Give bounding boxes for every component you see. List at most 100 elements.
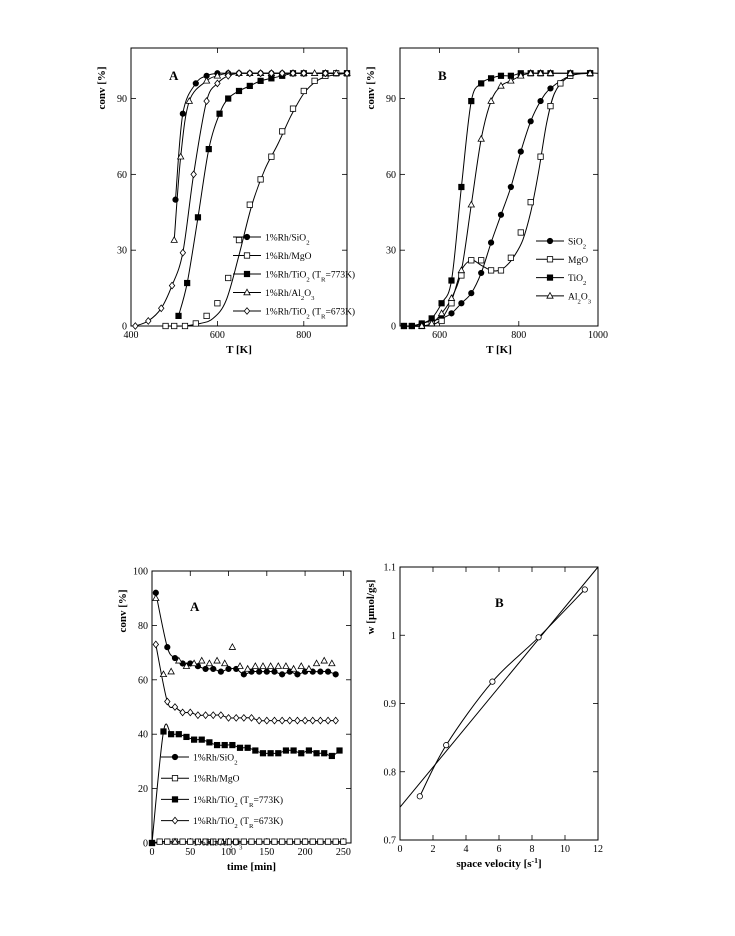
- chart-4: 0 2 4 6 8 10 12 0.7 0.8 0.9 1 1.1 space velocity [s-…: [365, 563, 603, 871]
- data-point: [256, 668, 263, 675]
- data-point: [279, 128, 286, 135]
- data-point: [458, 272, 465, 279]
- data-point: [478, 80, 485, 87]
- x-axis-label: T [K]: [226, 344, 252, 356]
- data-point: [408, 322, 415, 330]
- data-point: [192, 320, 199, 327]
- legend-marker: [546, 291, 554, 299]
- data-point: [507, 76, 515, 84]
- data-point: [152, 594, 160, 601]
- legend-entry: 1%Rh/TiO2 (TR=673K): [193, 816, 283, 830]
- data-point: [194, 711, 202, 720]
- data-point: [171, 703, 179, 711]
- legend: 1%Rh/SiO2 1%Rh/MgO 1%Rh/TiO2 (TR=773K) 1%Rh…: [161, 754, 283, 851]
- data-point: [468, 257, 475, 264]
- y-axis-label: conv [%]: [117, 589, 129, 632]
- panel-label: B: [438, 68, 447, 83]
- data-point: [224, 71, 232, 80]
- y-tick-label: 0: [391, 322, 396, 333]
- data-point: [297, 662, 306, 669]
- data-point: [487, 75, 495, 82]
- data-point: [332, 716, 339, 725]
- legend-marker: [171, 753, 179, 761]
- legend-entry: TiO2: [568, 274, 586, 287]
- series-curve-3: [403, 72, 591, 327]
- data-point: [190, 170, 197, 179]
- y-tick-label: 90: [117, 94, 127, 105]
- x-tick-label: 400: [124, 330, 139, 341]
- data-point: [252, 747, 259, 754]
- data-point: [286, 716, 293, 725]
- data-point: [192, 80, 199, 87]
- y-axis-label: conv [%]: [96, 66, 108, 109]
- legend-entry: 1%Rh/Al2O3: [265, 289, 315, 302]
- data-point: [179, 248, 187, 257]
- data-point: [175, 731, 182, 738]
- x-tick-label: 250: [336, 847, 351, 858]
- data-point: [194, 838, 202, 845]
- data-point: [214, 300, 221, 307]
- y-axis-label: conv [%]: [365, 66, 377, 109]
- data-point: [336, 747, 343, 754]
- data-point: [487, 96, 495, 104]
- data-point: [489, 678, 496, 685]
- data-point: [236, 744, 244, 751]
- data-point: [271, 668, 278, 675]
- legend-entry: 1%Rh/MgO: [193, 775, 240, 785]
- series-curve-1: [403, 72, 591, 327]
- data-point: [220, 659, 229, 667]
- y-tick-label: 80: [138, 621, 148, 632]
- data-point: [448, 310, 455, 317]
- series-curve-1: [419, 589, 586, 797]
- data-point: [581, 586, 588, 593]
- legend-marker: [171, 837, 179, 845]
- data-point: [547, 85, 554, 92]
- data-point: [279, 838, 286, 845]
- y-tick-label: 60: [138, 675, 148, 686]
- data-point: [198, 736, 205, 743]
- fit-line: [399, 566, 599, 808]
- x-tick-label: 800: [296, 330, 311, 341]
- data-point: [478, 257, 485, 264]
- data-point: [171, 654, 179, 662]
- data-point: [311, 77, 318, 84]
- data-point: [156, 838, 163, 845]
- data-point: [566, 69, 575, 76]
- data-point: [152, 640, 160, 649]
- legend-marker: [243, 233, 251, 241]
- x-tick-label: 8: [530, 844, 535, 855]
- data-point: [310, 69, 319, 76]
- data-point: [268, 69, 275, 78]
- data-point: [468, 290, 475, 297]
- legend-marker: [243, 288, 251, 296]
- data-point: [202, 711, 209, 720]
- data-point: [317, 716, 324, 725]
- data-point: [340, 838, 347, 845]
- series-curve-2: [165, 72, 348, 327]
- data-point: [244, 744, 251, 751]
- data-point: [206, 739, 213, 746]
- y-tick-label: 1.1: [384, 563, 397, 574]
- x-tick-label: 2: [431, 844, 436, 855]
- y-tick-label: 30: [117, 246, 127, 257]
- data-point: [183, 733, 190, 741]
- x-tick-label: 800: [511, 330, 526, 341]
- data-point: [300, 69, 308, 78]
- data-point: [289, 664, 298, 672]
- legend-entry: 1%Rh/TiO2 (TR=773K): [265, 270, 355, 284]
- data-point: [203, 97, 210, 106]
- data-point: [172, 196, 179, 203]
- data-point: [259, 750, 267, 757]
- chart-2: 600 800 1000 0 30 60 90 T [K] conv [%] B SiO2 MgO Ti…: [365, 47, 608, 356]
- data-point: [213, 656, 221, 664]
- data-point: [537, 97, 544, 105]
- data-point: [478, 269, 485, 277]
- data-point: [343, 69, 351, 78]
- data-point: [320, 656, 328, 664]
- data-point: [324, 716, 332, 725]
- data-point: [278, 716, 286, 725]
- series-curve-5: [135, 72, 347, 327]
- data-point: [235, 69, 243, 78]
- data-point: [257, 69, 264, 78]
